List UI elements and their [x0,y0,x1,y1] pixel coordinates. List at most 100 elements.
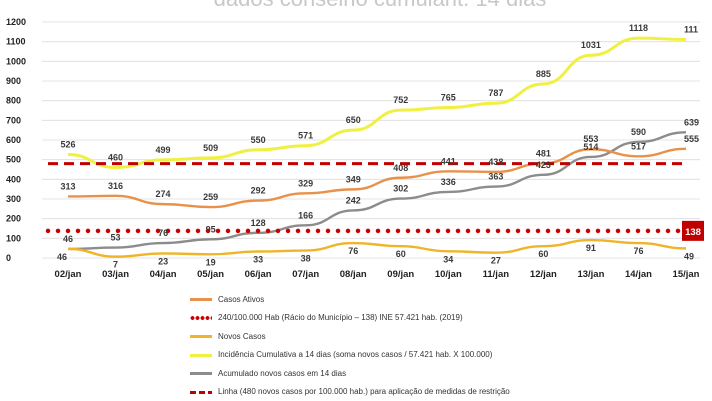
x-tick-label: 08/jan [340,269,367,280]
data-label: 555 [684,134,699,144]
y-tick-label: 0 [6,253,11,263]
data-label: 329 [298,178,313,188]
x-tick-label: 10/jan [435,269,462,280]
data-label: 336 [441,177,456,187]
data-label: 46 [57,252,67,262]
data-label: 33 [253,255,263,265]
data-label: 571 [298,131,313,141]
y-tick-label: 800 [6,96,21,106]
y-tick-label: 100 [6,233,21,243]
data-label: 639 [684,117,699,127]
data-label: 316 [108,181,123,191]
data-label: 460 [108,153,123,163]
data-label: 550 [251,135,266,145]
data-label: 53 [111,233,121,243]
legend-item: Casos Ativos [190,290,710,309]
data-label: 650 [346,115,361,125]
data-label: 38 [301,254,311,264]
data-label: 49 [684,251,694,261]
legend-item: 240/100.000 Hab (Rácio do Município – 13… [190,309,710,328]
x-tick-label: 14/jan [625,269,652,280]
data-label: 349 [346,174,361,184]
data-label: 91 [586,243,596,253]
data-label: 517 [631,141,646,151]
x-tick-label: 09/jan [387,269,414,280]
legend-label: 240/100.000 Hab (Rácio do Município – 13… [218,313,463,322]
legend-swatch [190,350,212,360]
data-label: 363 [488,172,503,182]
data-label: 514 [583,142,598,152]
data-label: 423 [536,160,551,170]
data-label: 292 [251,186,266,196]
data-label: 23 [158,256,168,266]
data-label: 76 [633,246,643,256]
data-label: 19 [206,257,216,267]
legend-swatch [190,294,212,304]
data-label: 499 [156,145,171,155]
y-tick-label: 700 [6,115,21,125]
x-tick-label: 05/jan [197,269,224,280]
legend-label: Incidência Cumulativa a 14 dias (soma no… [218,350,492,359]
data-label: 7 [113,260,118,270]
y-tick-label: 400 [6,174,21,184]
x-tick-label: 04/jan [150,269,177,280]
data-label: 60 [396,249,406,259]
data-label: 46 [63,234,73,244]
y-tick-label: 500 [6,155,21,165]
x-tick-label: 11/jan [483,269,510,280]
legend-item: Incidência Cumulativa a 14 dias (soma no… [190,346,710,365]
legend-label: Acumulado novos casos em 14 dias [218,369,346,378]
data-label: 885 [536,69,551,79]
data-label: 111 [684,25,698,35]
data-label: 590 [631,127,646,137]
data-label: 526 [60,140,75,150]
legend-item: Linha (480 novos casos por 100.000 hab.)… [190,383,710,401]
data-label: 787 [488,88,503,98]
legend-swatch [190,313,212,323]
legend-label: Novos Casos [218,332,266,341]
data-label: 509 [203,143,218,153]
y-tick-label: 1200 [6,17,26,27]
data-label: 60 [538,249,548,259]
end-label: 138 [685,227,701,238]
legend-label: Linha (480 novos casos por 100.000 hab.)… [218,387,510,396]
x-tick-label: 07/jan [292,269,319,280]
data-label: 765 [441,93,456,103]
data-label: 313 [60,181,75,191]
data-label: 481 [536,148,551,158]
y-tick-label: 200 [6,214,21,224]
data-label: 1118 [629,23,648,33]
data-label: 76 [348,246,358,256]
legend-swatch [190,368,212,378]
y-tick-label: 900 [6,76,21,86]
chart-legend: Casos Ativos 240/100.000 Hab (Rácio do Mu… [190,290,710,401]
y-tick-label: 300 [6,194,21,204]
data-label: 274 [156,189,171,199]
x-tick-label: 02/jan [55,269,82,280]
data-label: 408 [393,163,408,173]
legend-item: Acumulado novos casos em 14 dias [190,364,710,383]
data-label: 752 [393,95,408,105]
data-label: 302 [393,184,408,194]
data-label: 27 [491,256,501,266]
data-label: 34 [443,254,453,264]
data-label: 259 [203,192,218,202]
data-label: 438 [488,157,503,167]
data-label: 128 [251,218,266,228]
data-label: 1031 [581,40,601,50]
legend-swatch [190,387,212,397]
y-tick-label: 600 [6,135,21,145]
data-label: 76 [158,228,168,238]
data-label: 441 [441,156,456,166]
x-tick-label: 15/jan [673,269,700,280]
legend-label: Casos Ativos [218,295,264,304]
x-tick-label: 13/jan [577,269,604,280]
data-label: 242 [346,195,361,205]
data-label: 95 [206,224,216,234]
legend-item: Novos Casos [190,327,710,346]
y-tick-label: 1000 [6,56,26,66]
data-label: 166 [298,210,313,220]
x-tick-label: 03/jan [102,269,129,280]
x-tick-label: 06/jan [245,269,272,280]
y-tick-label: 1100 [6,37,26,47]
